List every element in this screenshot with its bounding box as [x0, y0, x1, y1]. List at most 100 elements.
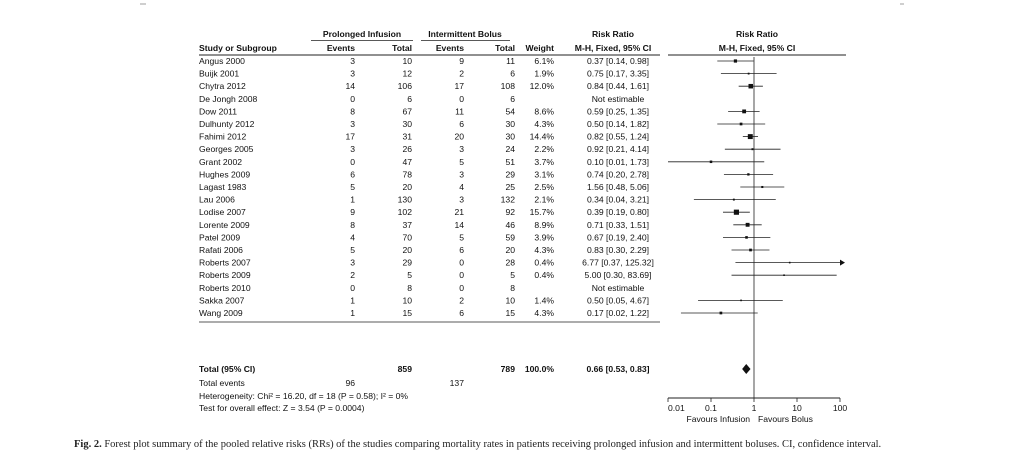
study-weight: 3.1% — [534, 169, 554, 179]
total-infusion: 20 — [402, 245, 412, 255]
header-events-1: Events — [327, 43, 355, 53]
events-infusion: 3 — [350, 119, 355, 129]
x-tick-label: 0.1 — [705, 403, 717, 413]
study-weight: 0.4% — [534, 258, 554, 268]
header-total-2: Total — [495, 43, 515, 53]
events-bolus: 17 — [454, 81, 464, 91]
caption-text: Forest plot summary of the pooled relati… — [104, 439, 882, 450]
study-weight: 12.0% — [530, 81, 555, 91]
study-weight: 2.1% — [534, 195, 554, 205]
events-infusion: 1 — [350, 308, 355, 318]
events-bolus: 2 — [459, 295, 464, 305]
total-events-label: Total events — [199, 378, 245, 388]
study-ci-text: 0.84 [0.44, 1.61] — [587, 81, 649, 91]
events-bolus: 3 — [459, 169, 464, 179]
study-name: Buijk 2001 — [199, 69, 239, 79]
study-name: Roberts 2007 — [199, 258, 251, 268]
header-weight: Weight — [526, 43, 555, 53]
ci-arrow-right — [840, 259, 845, 266]
study-name: Angus 2000 — [199, 56, 245, 66]
study-name: Dulhunty 2012 — [199, 119, 255, 129]
events-infusion: 3 — [350, 69, 355, 79]
study-weight: 14.4% — [530, 132, 555, 142]
events-bolus: 6 — [459, 119, 464, 129]
events-infusion: 14 — [345, 81, 355, 91]
study-ci-text: 0.92 [0.21, 4.14] — [587, 144, 649, 154]
x-tick-label: 1 — [752, 403, 757, 413]
total-infusion: 5 — [407, 270, 412, 280]
point-estimate — [751, 148, 754, 151]
events-infusion: 4 — [350, 232, 355, 242]
total-infusion: 70 — [402, 232, 412, 242]
point-estimate — [709, 160, 713, 164]
events-bolus: 14 — [454, 220, 464, 230]
events-infusion: 1 — [350, 295, 355, 305]
study-weight: 1.9% — [534, 69, 554, 79]
total-infusion: 10 — [402, 295, 412, 305]
study-ci-text: 0.74 [0.20, 2.78] — [587, 169, 649, 179]
study-weight: 0.4% — [534, 270, 554, 280]
events-infusion: 3 — [350, 144, 355, 154]
events-bolus: 0 — [459, 94, 464, 104]
x-tick-label: 0.01 — [668, 403, 685, 413]
events-infusion: 5 — [350, 245, 355, 255]
study-weight: 2.2% — [534, 144, 554, 154]
header-rr-plot: Risk Ratio — [736, 29, 778, 39]
events-infusion: 8 — [350, 106, 355, 116]
total-bolus: 28 — [505, 258, 515, 268]
study-ci-text: 0.37 [0.14, 0.98] — [587, 56, 649, 66]
study-weight: 8.9% — [534, 220, 554, 230]
point-estimate — [719, 311, 723, 315]
total-bolus: 24 — [505, 144, 515, 154]
events-infusion: 6 — [350, 169, 355, 179]
study-name: Hughes 2009 — [199, 169, 250, 179]
total-bolus: 59 — [505, 232, 515, 242]
total-bolus: 8 — [510, 283, 515, 293]
study-ci-text: 0.39 [0.19, 0.80] — [587, 207, 649, 217]
total-bolus: 54 — [505, 106, 515, 116]
events-infusion: 0 — [350, 94, 355, 104]
events-bolus: 3 — [459, 195, 464, 205]
study-name: Lagast 1983 — [199, 182, 247, 192]
point-estimate — [740, 299, 742, 302]
study-name: Sakka 2007 — [199, 295, 245, 305]
total-bolus: 30 — [505, 132, 515, 142]
study-name: Grant 2002 — [199, 157, 242, 167]
study-weight: 3.9% — [534, 232, 554, 242]
header-study: Study or Subgroup — [199, 43, 277, 53]
events-bolus: 11 — [455, 106, 464, 116]
study-name: Lorente 2009 — [199, 220, 250, 230]
overall-effect-text: Test for overall effect: Z = 3.54 (P = 0… — [199, 403, 365, 413]
events-infusion: 8 — [350, 220, 355, 230]
total-label: Total (95% CI) — [199, 364, 255, 374]
total-bolus: 25 — [505, 182, 515, 192]
total-infusion: 6 — [407, 94, 412, 104]
total-bolus: 29 — [505, 169, 515, 179]
study-name: Wang 2009 — [199, 308, 243, 318]
header-method: M-H, Fixed, 95% CI — [575, 43, 651, 53]
favours-bolus-label: Favours Bolus — [758, 414, 813, 424]
study-name: Roberts 2009 — [199, 270, 251, 280]
study-weight: 4.3% — [534, 119, 554, 129]
study-ci-text: 0.59 [0.25, 1.35] — [587, 106, 649, 116]
total-bolus: 6 — [510, 69, 515, 79]
total-bolus: 132 — [501, 195, 516, 205]
study-ci-text: 0.17 [0.02, 1.22] — [587, 308, 649, 318]
total-events-bolus: 137 — [450, 378, 465, 388]
study-weight: 4.3% — [534, 308, 554, 318]
events-bolus: 6 — [459, 308, 464, 318]
study-ci-text: 0.34 [0.04, 3.21] — [587, 195, 649, 205]
events-bolus: 4 — [459, 182, 464, 192]
total-infusion: 20 — [402, 182, 412, 192]
total-bolus-sum: 789 — [501, 364, 516, 374]
events-bolus: 5 — [459, 157, 464, 167]
point-estimate — [733, 209, 739, 215]
point-estimate — [732, 198, 735, 201]
study-ci-text: 0.75 [0.17, 3.35] — [587, 69, 649, 79]
study-name: Fahimi 2012 — [199, 132, 247, 142]
study-name: Roberts 2010 — [199, 283, 251, 293]
header-total-1: Total — [392, 43, 412, 53]
total-bolus: 10 — [505, 295, 515, 305]
total-infusion: 10 — [402, 56, 412, 66]
events-infusion: 2 — [350, 270, 355, 280]
